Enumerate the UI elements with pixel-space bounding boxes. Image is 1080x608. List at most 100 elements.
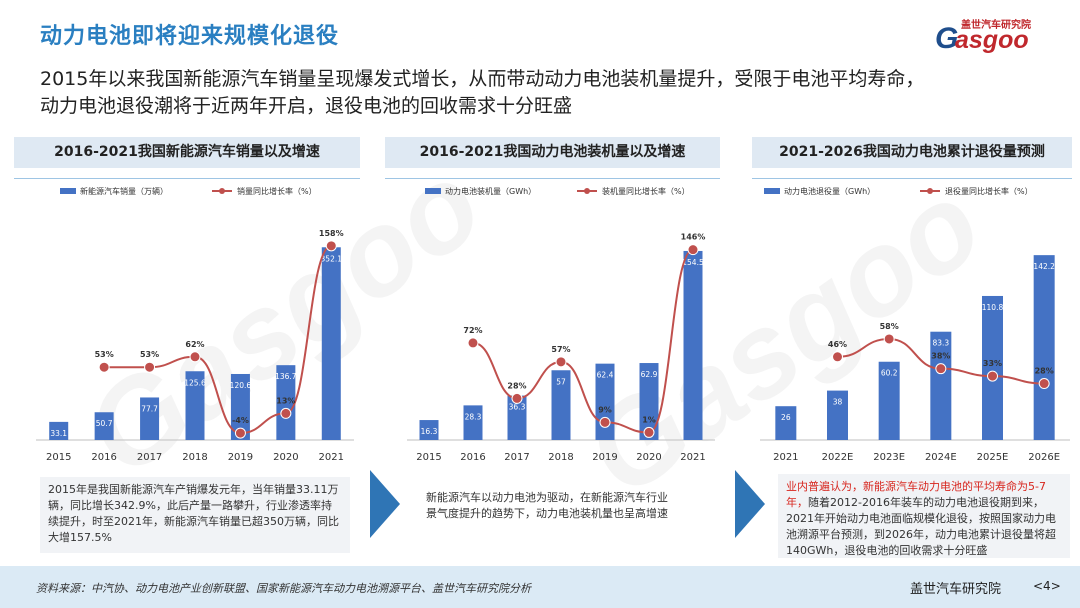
rate-value-label: 9% — [598, 405, 612, 414]
rate-point — [98, 361, 110, 373]
rate-point — [234, 427, 246, 439]
bar-value-label: 28.3 — [465, 412, 482, 421]
x-tick-label: 2020 — [273, 452, 298, 463]
rate-value-label: 62% — [185, 340, 204, 349]
bar-value-label: 60.2 — [881, 369, 898, 378]
panel-title-1: 2016-2021我国新能源汽车销量以及增速 — [14, 137, 360, 168]
x-tick-label: 2017 — [137, 452, 162, 463]
rate-value-label: 53% — [140, 350, 159, 359]
headline-line-2: 动力电池退役潮将于近两年开启，退役电池的回收需求十分旺盛 — [40, 95, 573, 117]
rate-point — [325, 240, 337, 252]
x-tick-label: 2022E — [822, 452, 854, 463]
rate-point — [987, 370, 998, 382]
footer-org: 盖世汽车研究院 — [910, 582, 1002, 597]
x-tick-label: 2019 — [228, 452, 253, 463]
logo-word: asgoo — [955, 26, 1029, 54]
bar — [419, 420, 439, 440]
bar-value-label: 352.1 — [321, 254, 343, 263]
rate-point — [599, 416, 611, 428]
bar — [49, 421, 69, 440]
bar — [683, 250, 703, 440]
legend-swatch-marker — [927, 188, 933, 194]
bar-value-label: 154.5 — [682, 258, 704, 267]
bar — [185, 371, 205, 440]
x-tick-label: 2018 — [548, 452, 573, 463]
legend-label-line: 销量同比增长率（%） — [237, 186, 317, 196]
bar-value-label: 50.7 — [96, 419, 113, 428]
logo-g: G — [935, 22, 959, 55]
x-tick-label: 2015 — [46, 452, 71, 463]
rate-value-label: 28% — [507, 381, 526, 390]
bar-value-label: 62.9 — [641, 370, 658, 379]
x-tick-label: 2024E — [925, 452, 957, 463]
bar-value-label: 110.8 — [982, 303, 1004, 312]
x-tick-label: 2021 — [319, 452, 344, 463]
legend-swatch-marker — [219, 188, 225, 194]
bar — [930, 331, 952, 440]
rate-series-line — [104, 244, 332, 435]
chart-battery-retirement: 动力电池退役量（GWh） 退役量同比增长率（%） 26 2021 38 2022E 60.2… — [760, 186, 1070, 463]
description-retirement-rest: 随着2012-2016年装车的动力电池退役期到来，2021年开始动力电池面临规模… — [786, 496, 1056, 557]
panel-title-3: 2021-2026我国动力电池累计退役量预测 — [752, 137, 1072, 168]
rate-value-label: 13% — [276, 396, 295, 405]
rate-value-label: 53% — [95, 350, 114, 359]
chart-legend: 动力电池退役量（GWh） 退役量同比增长率（%） — [764, 186, 1033, 196]
bar — [321, 247, 341, 440]
chart-battery-installed: 动力电池装机量（GWh） 装机量同比增长率（%） 16.3 2015 28.3 2016 3… — [407, 186, 715, 463]
headline: 2015年以来我国新能源汽车销量呈现爆发式增长，从而带动动力电池装机量提升，受限… — [40, 66, 1040, 120]
x-tick-label: 2023E — [873, 452, 905, 463]
bar-value-label: 120.6 — [230, 381, 252, 390]
rate-point — [935, 363, 947, 375]
arrow-right-icon — [735, 470, 765, 538]
footer-source: 资料来源：中汽协、动力电池产业创新联盟、国家新能源汽车动力电池溯源平台、盖世汽车… — [36, 582, 531, 595]
bar — [982, 295, 1003, 440]
rate-point — [280, 407, 292, 419]
chart-ev-sales: 新能源汽车销量（万辆） 销量同比增长率（%） 33.1 2015 50.7 2016 77.… — [36, 186, 354, 463]
rate-value-label: -4% — [232, 416, 249, 425]
logo-caption: 盖世汽车研究院 — [961, 20, 1031, 31]
rate-series-line — [472, 248, 694, 434]
legend-label-line: 退役量同比增长率（%） — [945, 186, 1033, 196]
arrow-right-icon — [370, 470, 400, 538]
bar-value-label: 36.3 — [509, 403, 526, 412]
rate-point — [511, 392, 523, 404]
bar — [878, 361, 900, 440]
x-tick-label: 2026E — [1028, 452, 1060, 463]
bar — [140, 397, 160, 440]
legend-label-bar: 动力电池装机量（GWh） — [445, 186, 536, 196]
rate-value-label: 46% — [828, 340, 847, 349]
headline-line-1: 2015年以来我国新能源汽车销量呈现爆发式增长，从而带动动力电池装机量提升，受限… — [40, 68, 925, 90]
bar — [639, 363, 659, 440]
bar-value-label: 77.7 — [141, 404, 158, 413]
rate-point — [1038, 378, 1050, 390]
legend-swatch-bar — [425, 188, 441, 194]
rate-point — [883, 333, 895, 345]
panel-divider-3 — [752, 178, 1072, 179]
x-tick-label: 2019 — [592, 452, 617, 463]
rate-point — [832, 351, 843, 363]
bar-value-label: 142.2 — [1033, 262, 1055, 271]
bar-value-label: 83.3 — [932, 339, 949, 348]
rate-value-label: 38% — [931, 352, 950, 361]
bar-value-label: 136.7 — [275, 372, 297, 381]
legend-swatch-bar — [60, 188, 76, 194]
rate-point — [189, 351, 201, 363]
rate-value-label: 146% — [681, 233, 706, 242]
bar — [827, 390, 848, 440]
rate-value-label: 28% — [1035, 367, 1054, 376]
rate-value-label: 1% — [642, 415, 656, 424]
rate-point — [643, 426, 655, 438]
legend-label-line: 装机量同比增长率（%） — [602, 186, 690, 196]
rate-value-label: 57% — [551, 345, 570, 354]
bar-value-label: 38 — [833, 398, 843, 407]
x-tick-label: 2018 — [182, 452, 207, 463]
panel-divider-2 — [385, 178, 720, 179]
bar — [230, 373, 250, 440]
x-tick-label: 2016 — [460, 452, 485, 463]
page-number: <4> — [1033, 579, 1061, 593]
footer: 资料来源：中汽协、动力电池产业创新联盟、国家新能源汽车动力电池溯源平台、盖世汽车… — [0, 566, 1080, 608]
rate-value-label: 72% — [463, 326, 482, 335]
bar — [1033, 255, 1055, 440]
bar — [551, 370, 571, 440]
gasgoo-logo: 盖世汽车研究院 G asgoo — [935, 14, 1070, 62]
